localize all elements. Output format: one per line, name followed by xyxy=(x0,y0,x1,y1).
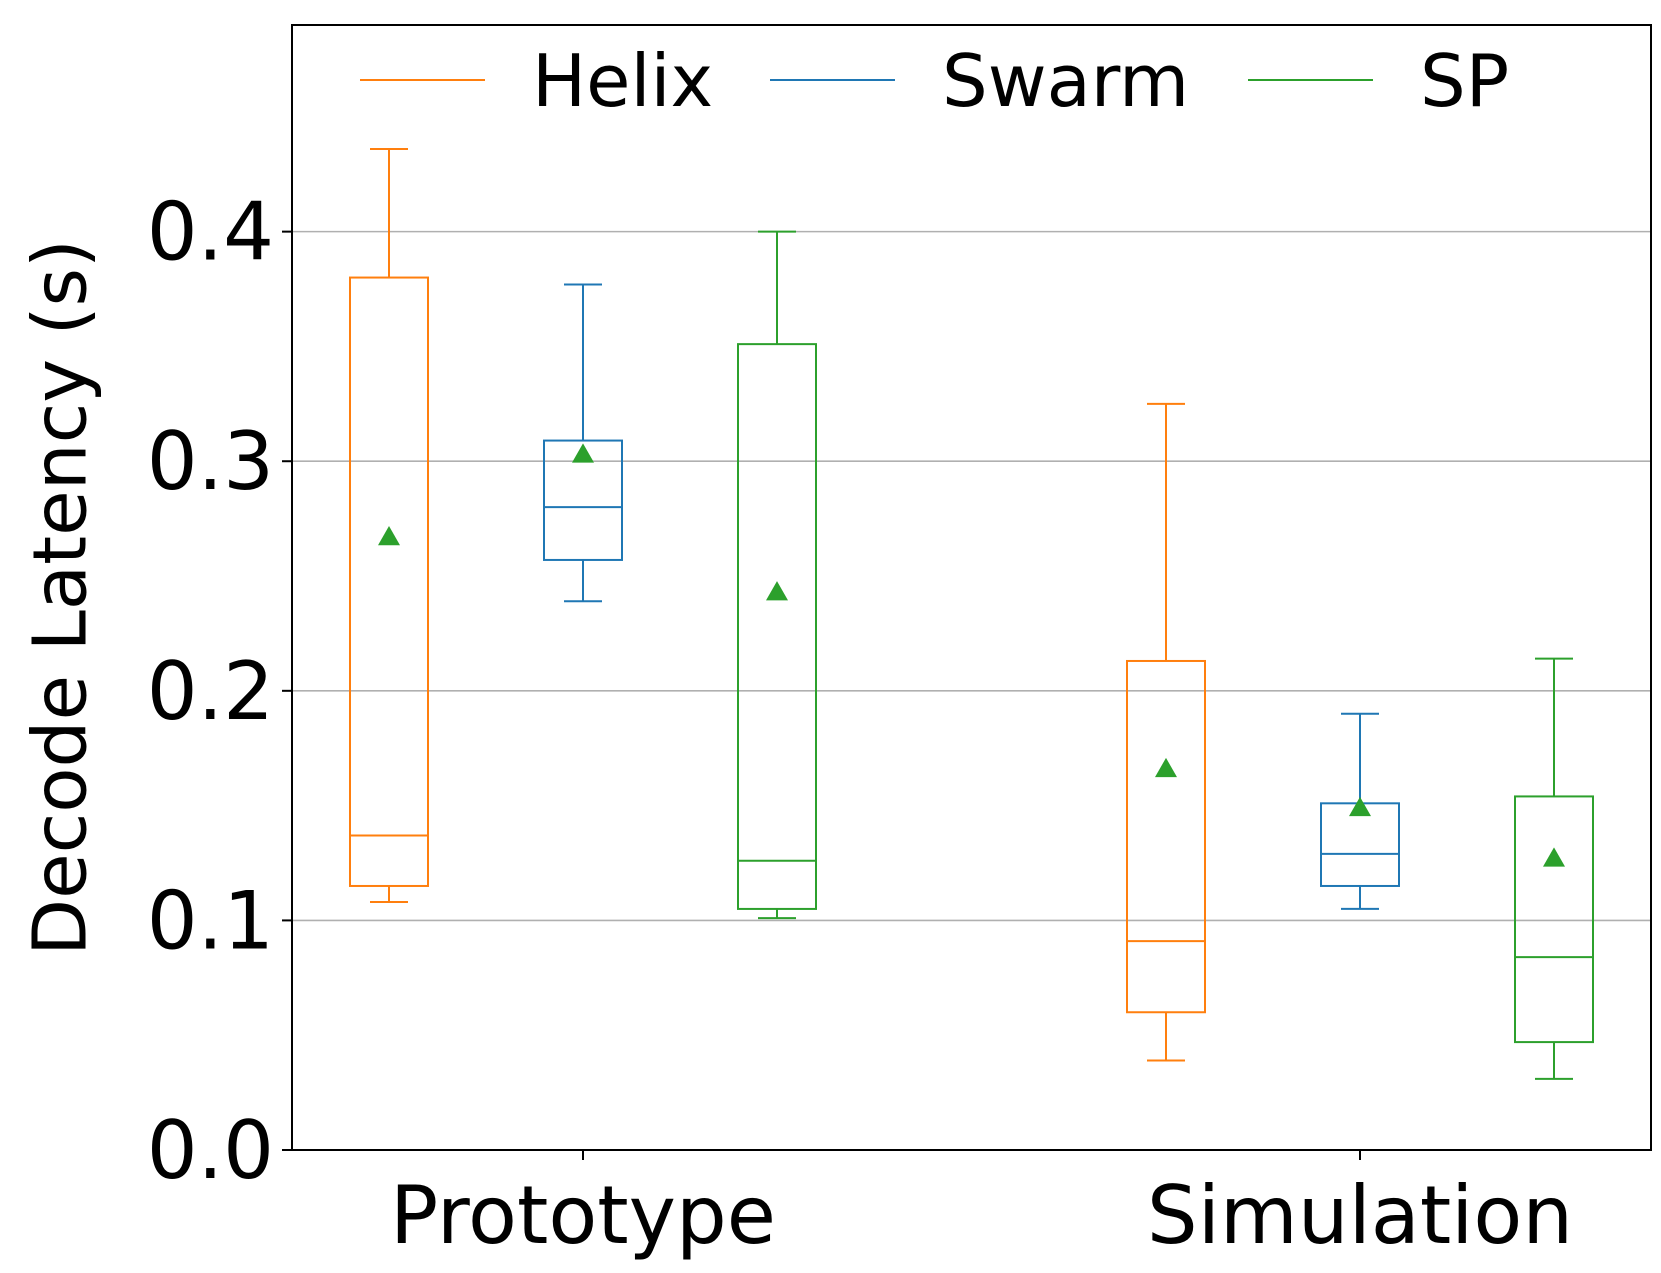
legend-label: Helix xyxy=(532,39,713,123)
mean-marker xyxy=(1155,757,1177,778)
legend: Helix Swarm SP xyxy=(360,39,1509,123)
legend-entry-helix: Helix xyxy=(360,39,713,123)
legend-entry-sp: SP xyxy=(1248,39,1509,123)
box-sp-prototype xyxy=(737,230,817,920)
iqr-box xyxy=(1126,659,1206,1014)
mean-marker xyxy=(766,581,788,601)
legend-label: SP xyxy=(1420,39,1509,123)
box-sp-simulation xyxy=(1514,657,1594,1080)
grid-lines xyxy=(292,230,1651,922)
y-tick-label: 0.4 xyxy=(147,186,274,279)
box-swarm-prototype xyxy=(543,283,623,603)
mean-marker xyxy=(1349,796,1371,817)
box-helix-simulation xyxy=(1126,402,1206,1062)
iqr-box xyxy=(737,343,817,910)
mean-marker xyxy=(1543,847,1565,867)
iqr-box xyxy=(543,439,623,561)
axes: 0.0 0.1 0.2 0.3 0.4 Prototype Simulation xyxy=(147,186,1573,1262)
legend-entry-swarm: Swarm xyxy=(770,39,1189,123)
y-tick-label: 0.3 xyxy=(147,415,274,508)
iqr-box xyxy=(349,276,429,887)
legend-label: Swarm xyxy=(942,39,1189,123)
plot-area-frame xyxy=(291,24,1652,1151)
mean-marker xyxy=(572,443,594,463)
y-tick-label: 0.1 xyxy=(147,874,274,967)
box-layer xyxy=(349,147,1594,1080)
y-axis-label: Decode Latency (s) xyxy=(18,239,104,956)
iqr-box xyxy=(1514,795,1594,1044)
x-tick-label: Prototype xyxy=(390,1169,776,1262)
x-tick-label: Simulation xyxy=(1147,1169,1573,1262)
mean-marker xyxy=(378,525,400,546)
box-swarm-simulation xyxy=(1320,712,1400,910)
box-helix-prototype xyxy=(349,147,429,904)
y-tick-label: 0.0 xyxy=(147,1104,274,1197)
y-tick-label: 0.2 xyxy=(147,645,274,738)
